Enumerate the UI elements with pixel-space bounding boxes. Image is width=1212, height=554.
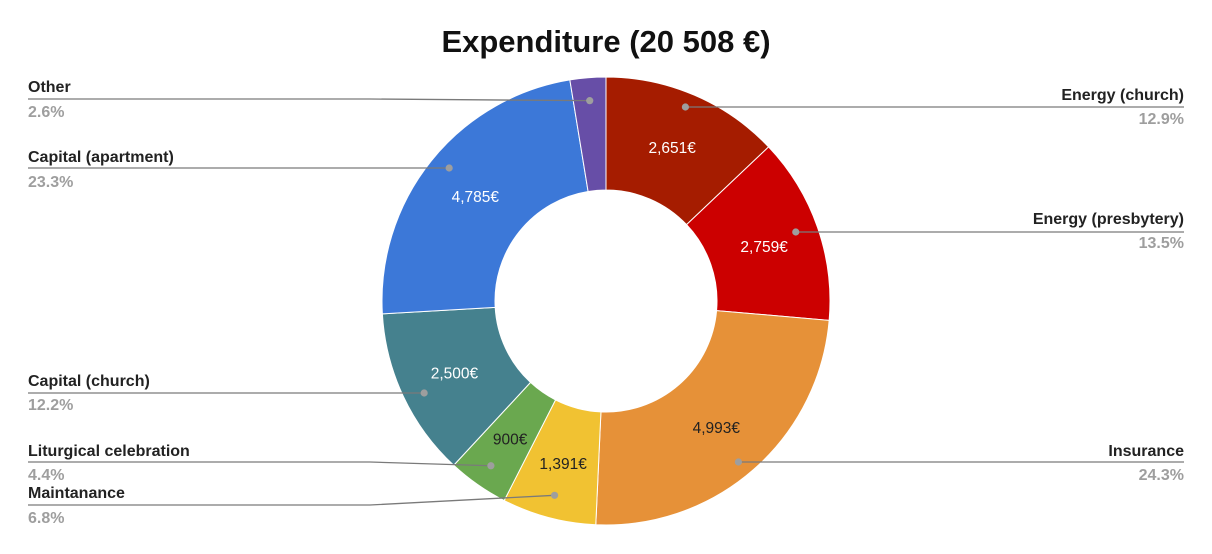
value-label-capital-church: 2,500€: [431, 365, 479, 382]
value-label-capital-apartment: 4,785€: [452, 189, 500, 206]
callout-name-energy-church: Energy (church): [1061, 87, 1184, 104]
callout-percent-maintanance: 6.8%: [28, 510, 64, 527]
callout-percent-capital-apartment: 23.3%: [28, 174, 73, 191]
callout-name-insurance: Insurance: [1108, 443, 1184, 460]
callout-name-capital-church: Capital (church): [28, 373, 150, 390]
callout-percent-capital-church: 12.2%: [28, 397, 73, 414]
value-label-energy-presbytery: 2,759€: [740, 239, 788, 256]
leader-line-liturgical-celebration: [28, 461, 491, 467]
callout-name-other: Other: [28, 79, 71, 96]
leader-line-other: [28, 98, 590, 102]
chart-title: Expenditure (20 508 €): [441, 24, 770, 59]
callout-name-energy-presbytery: Energy (presbytery): [1033, 211, 1184, 228]
slice-energy-presbytery: [685, 146, 831, 321]
leader-dot-other: [586, 97, 594, 105]
leader-dot-capital-church: [420, 389, 428, 397]
callout-percent-energy-church: 12.9%: [1139, 111, 1184, 128]
leader-line-maintanance: [28, 494, 555, 506]
leader-dot-energy-presbytery: [792, 228, 800, 236]
callout-percent-other: 2.6%: [28, 104, 64, 121]
value-label-liturgical-celebration: 900€: [493, 431, 528, 448]
slice-insurance: [595, 310, 830, 526]
callout-percent-insurance: 24.3%: [1139, 467, 1184, 484]
leader-dot-insurance: [734, 458, 743, 466]
leader-dot-liturgical-celebration: [487, 462, 495, 470]
callout-name-maintanance: Maintanance: [28, 485, 125, 502]
value-labels-group: 2,651€ 2,759€ 4,993€ 1,391€ 900€ 2,500€ 4,785€: [431, 140, 788, 473]
leader-dot-energy-church: [681, 103, 690, 111]
slice-other: [569, 76, 607, 193]
leader-lines-group: [28, 97, 1184, 506]
leader-dot-capital-apartment: [445, 164, 453, 172]
value-label-insurance: 4,993€: [693, 420, 741, 437]
callout-percent-energy-presbytery: 13.5%: [1139, 235, 1184, 252]
slices-group: [381, 76, 831, 526]
value-label-maintanance: 1,391€: [539, 456, 587, 473]
callout-name-liturgical-celebration: Liturgical celebration: [28, 443, 190, 460]
slice-capital-apartment: [381, 79, 589, 315]
callout-labels-group: Energy (church) 12.9% Energy (presbytery) 1…: [28, 79, 1184, 527]
leader-dot-maintanance: [550, 491, 559, 499]
callout-name-capital-apartment: Capital (apartment): [28, 149, 174, 166]
value-label-energy-church: 2,651€: [648, 140, 696, 157]
callout-percent-liturgical-celebration: 4.4%: [28, 467, 64, 484]
